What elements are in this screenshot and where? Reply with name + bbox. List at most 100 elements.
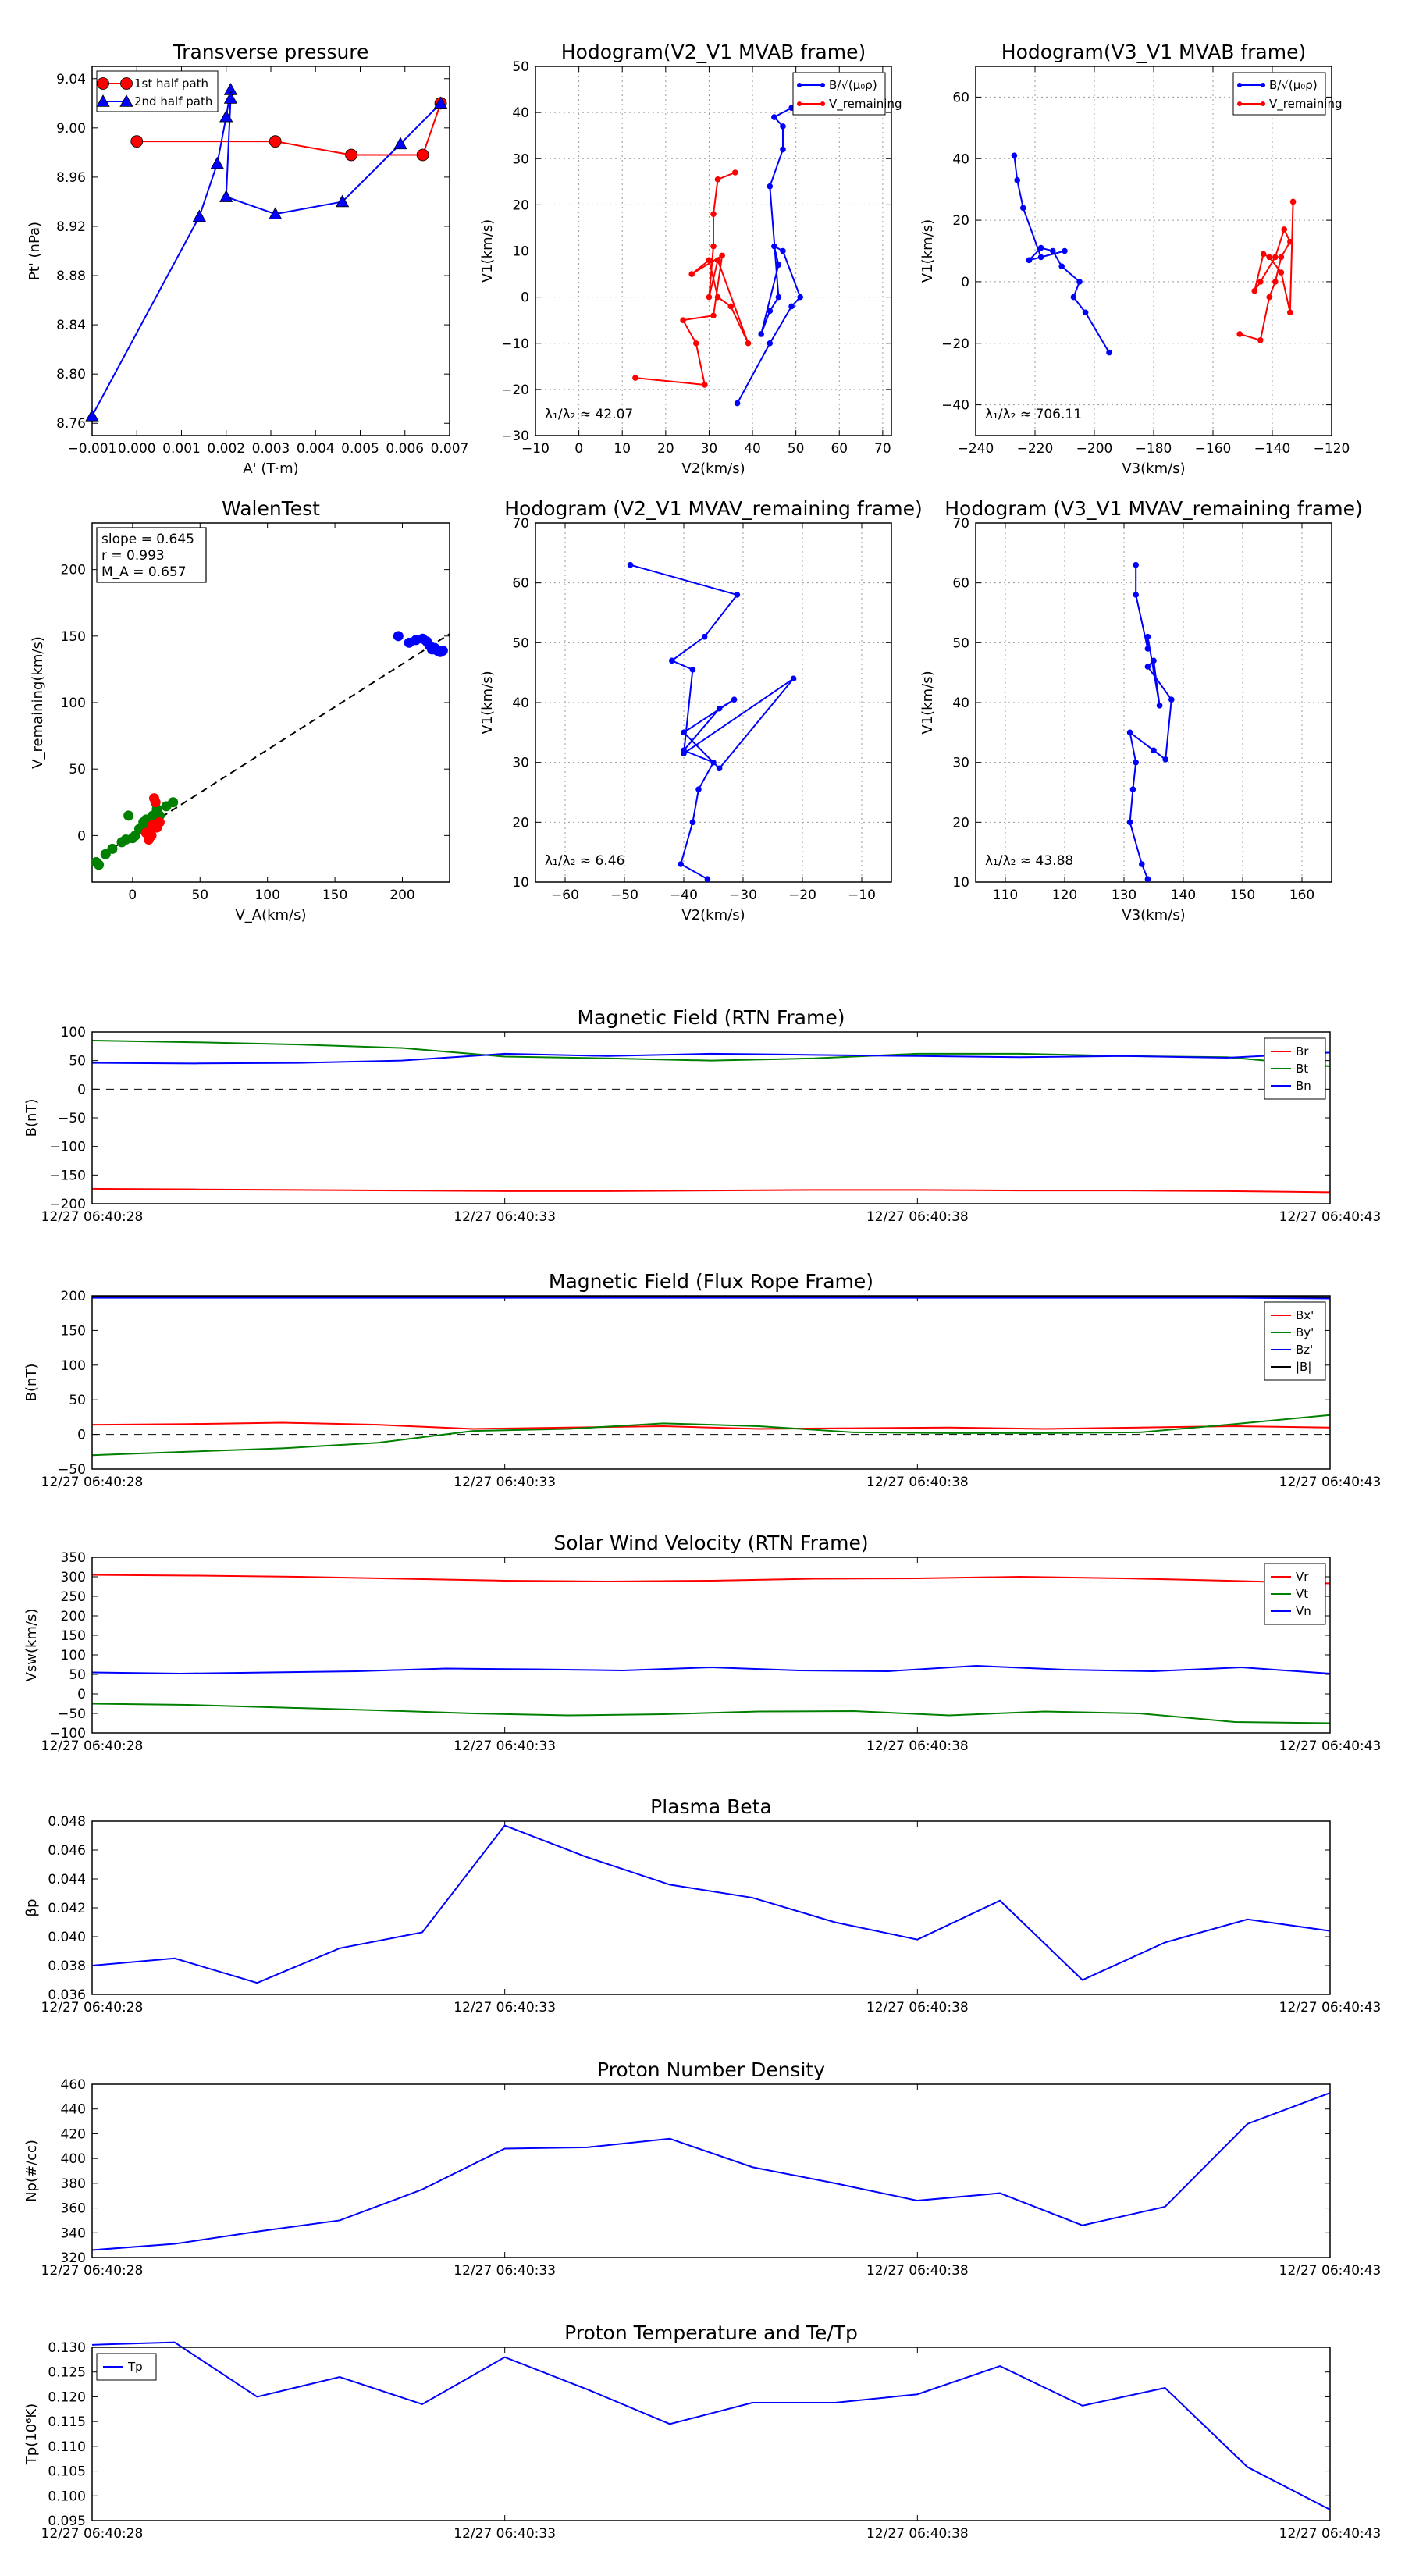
data-point: [1058, 263, 1065, 270]
x-axis-label: V2(km/s): [681, 907, 745, 923]
series-line-Br: [91, 1187, 1331, 1194]
y-tick-label: −150: [49, 1168, 86, 1183]
y-tick-label: 8.80: [56, 367, 86, 382]
data-point: [1236, 331, 1243, 337]
data-point: [223, 91, 238, 104]
series-line-beta: [91, 1824, 1331, 1984]
hodogram-v3-v1-mvab: −240 −220 −200 −180 −160 −140 −120−40−20020406…: [919, 41, 1350, 477]
data-point: [1289, 198, 1297, 205]
x-tick-label: 12/27 06:40:33: [454, 2263, 556, 2279]
y-axis-label: Vsw(km/s): [23, 1609, 40, 1682]
data-point: [1278, 269, 1285, 276]
stat-ma: M_A = 0.657: [101, 564, 187, 580]
data-point: [1287, 238, 1293, 245]
data-point: [1126, 729, 1133, 736]
x-tick-label: 12/27 06:40:43: [1279, 2263, 1382, 2279]
x-tick-label: 150: [1230, 888, 1255, 903]
x-tick-label: −10: [521, 441, 550, 457]
y-tick-label: 100: [61, 1648, 86, 1663]
x-axis-label: V_A(km/s): [235, 907, 306, 923]
data-point: [706, 294, 713, 301]
y-tick-label: 320: [61, 2250, 86, 2266]
y-tick-label: 10: [512, 875, 529, 891]
legend-label: |B|: [1296, 1360, 1311, 1374]
y-tick-label: 70: [512, 516, 529, 532]
series-line-blue: [1129, 564, 1172, 880]
chart-title: Hodogram(V3_V1 MVAB frame): [1001, 41, 1306, 63]
legend-label: V_remaining: [1269, 97, 1343, 112]
hodogram-v2-v1-mvav: −60 −50 −40 −30 −20 −10 10 20 30 40 50 60 70Hodogram…: [479, 497, 923, 923]
data-point: [1272, 254, 1279, 261]
plot-frame: [91, 522, 450, 883]
x-tick-label: 0.007: [431, 441, 469, 457]
data-point: [335, 194, 350, 208]
eigen-ratio-annotation: λ₁/λ₂ ≈ 6.46: [545, 853, 624, 869]
data-point: [771, 114, 777, 120]
y-tick-label: 0.095: [48, 2514, 86, 2529]
legend-label: By': [1296, 1325, 1314, 1340]
data-point: [150, 797, 161, 808]
chart-title: Solar Wind Velocity (RTN Frame): [553, 1532, 868, 1554]
x-tick-label: 12/27 06:40:33: [454, 2526, 556, 2542]
plot-frame: [91, 1295, 1331, 1470]
data-point: [689, 667, 696, 673]
data-point: [714, 257, 721, 264]
y-tick-label: 0.046: [48, 1843, 86, 1859]
y-tick-label: 150: [61, 629, 86, 645]
chart-title: Transverse pressure: [173, 41, 369, 63]
data-point: [732, 169, 738, 176]
x-tick-label: 12/27 06:40:28: [41, 2000, 144, 2016]
x-tick-label: −20: [788, 888, 816, 903]
x-tick-label: 0.001: [162, 441, 201, 457]
y-axis-label: Tp(10⁶K): [23, 2403, 40, 2465]
y-tick-label: 0.115: [48, 2414, 86, 2430]
plot-frame: [91, 66, 450, 436]
data-point: [1156, 703, 1163, 709]
data-point: [1144, 664, 1151, 670]
x-tick-label: 130: [1112, 888, 1136, 903]
y-tick-label: 0.042: [48, 1901, 86, 1916]
x-tick-label: 12/27 06:40:38: [866, 2526, 969, 2542]
series-line-Bz': [92, 1297, 1331, 1300]
legend-marker: [1261, 101, 1265, 106]
data-point: [701, 633, 708, 640]
y-tick-label: 350: [61, 1550, 86, 1566]
solar-wind-velocity: −100 −50 0 50 100 150 200 250 300 350 12/27 06:40:…: [23, 1532, 1381, 1754]
data-point: [797, 294, 804, 301]
data-point: [1144, 633, 1151, 640]
data-point: [1278, 254, 1285, 261]
x-tick-label: −240: [958, 441, 994, 457]
legend-label: Bn: [1296, 1079, 1311, 1093]
data-point: [1070, 294, 1077, 301]
data-point: [767, 183, 774, 190]
data-point: [627, 561, 634, 568]
x-tick-label: 0.005: [341, 441, 379, 457]
data-point: [1144, 876, 1151, 882]
data-point: [745, 340, 752, 347]
y-tick-label: −20: [941, 336, 969, 352]
x-tick-label: −0.001: [68, 441, 117, 457]
x-tick-label: 70: [874, 441, 891, 457]
data-point: [146, 830, 157, 841]
legend-label: 1st half path: [134, 76, 208, 91]
stats-box: [96, 527, 207, 583]
x-tick-label: 12/27 06:40:33: [454, 2000, 556, 2016]
y-tick-label: 40: [952, 151, 969, 167]
x-tick-label: 12/27 06:40:28: [41, 1475, 144, 1490]
data-point: [393, 631, 404, 642]
plot-frame: [975, 522, 1332, 883]
x-tick-label: −30: [729, 888, 757, 903]
y-tick-label: 50: [69, 762, 86, 777]
y-tick-label: 50: [69, 1667, 86, 1683]
data-point: [1082, 309, 1089, 316]
x-tick-label: 12/27 06:40:38: [866, 1475, 969, 1490]
x-tick-label: −60: [551, 888, 579, 903]
legend-marker: [1237, 83, 1242, 87]
x-tick-label: 12/27 06:40:28: [41, 2526, 144, 2542]
legend-label: 2nd half path: [134, 94, 212, 109]
x-tick-label: −120: [1314, 441, 1350, 457]
data-point: [1106, 349, 1112, 356]
data-point: [130, 135, 144, 148]
data-point: [681, 750, 687, 756]
y-tick-label: 50: [512, 59, 529, 75]
